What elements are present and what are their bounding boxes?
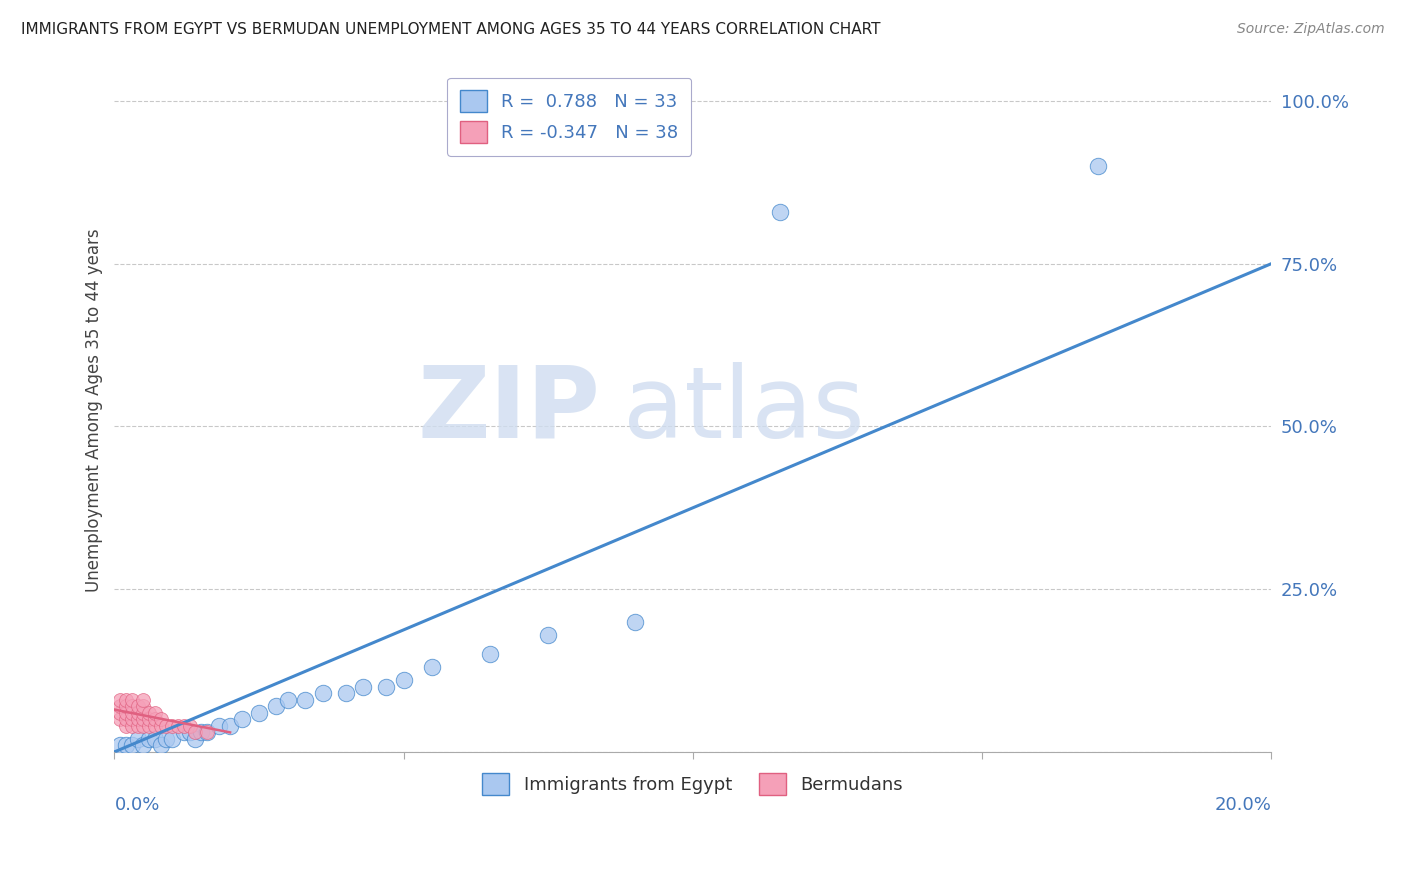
Text: 0.0%: 0.0% [114,797,160,814]
Text: Source: ZipAtlas.com: Source: ZipAtlas.com [1237,22,1385,37]
Point [167,719,190,733]
Point [121,706,143,720]
Point [143,706,166,720]
Point [195,725,218,739]
Point [207,719,229,733]
Point [149,719,172,733]
Point [132,693,155,707]
Point [121,739,143,753]
Point [132,739,155,753]
Point [108,699,131,714]
Point [115,719,138,733]
Point [143,712,166,726]
Point [138,706,160,720]
Point [155,719,177,733]
Point [219,719,242,733]
Point [115,699,138,714]
Point [375,680,398,694]
Point [149,739,172,753]
Legend: Immigrants from Egypt, Bermudans: Immigrants from Egypt, Bermudans [474,764,912,805]
Point [294,693,316,707]
Point [179,719,201,733]
Point [127,719,149,733]
Point [247,706,270,720]
Point [162,731,184,746]
Point [127,712,149,726]
Point [127,731,149,746]
Point [108,712,131,726]
Point [149,712,172,726]
Point [311,686,333,700]
Point [155,731,177,746]
Point [190,725,212,739]
Text: atlas: atlas [623,362,865,458]
Point [392,673,415,688]
Point [173,719,195,733]
Point [143,719,166,733]
Point [266,699,288,714]
Point [195,725,218,739]
Point [422,660,444,674]
Point [352,680,374,694]
Point [115,706,138,720]
Text: IMMIGRANTS FROM EGYPT VS BERMUDAN UNEMPLOYMENT AMONG AGES 35 TO 44 YEARS CORRELA: IMMIGRANTS FROM EGYPT VS BERMUDAN UNEMPL… [21,22,880,37]
Point [108,706,131,720]
Text: ZIP: ZIP [418,362,600,458]
Point [184,731,207,746]
Point [132,712,155,726]
Point [108,739,131,753]
Point [132,699,155,714]
Point [768,204,790,219]
Point [173,725,195,739]
Text: 20.0%: 20.0% [1215,797,1271,814]
Point [479,648,502,662]
Point [127,699,149,714]
Point [184,725,207,739]
Point [335,686,357,700]
Point [138,712,160,726]
Point [162,719,184,733]
Point [143,731,166,746]
Y-axis label: Unemployment Among Ages 35 to 44 years: Unemployment Among Ages 35 to 44 years [86,228,103,592]
Point [1087,159,1109,173]
Point [179,725,201,739]
Point [231,712,253,726]
Point [132,706,155,720]
Point [138,731,160,746]
Point [121,699,143,714]
Point [537,628,560,642]
Point [121,712,143,726]
Point [624,615,647,629]
Point [132,719,155,733]
Point [121,693,143,707]
Point [108,693,131,707]
Point [138,719,160,733]
Point [115,739,138,753]
Point [277,693,299,707]
Point [127,706,149,720]
Point [121,719,143,733]
Point [115,712,138,726]
Point [115,693,138,707]
